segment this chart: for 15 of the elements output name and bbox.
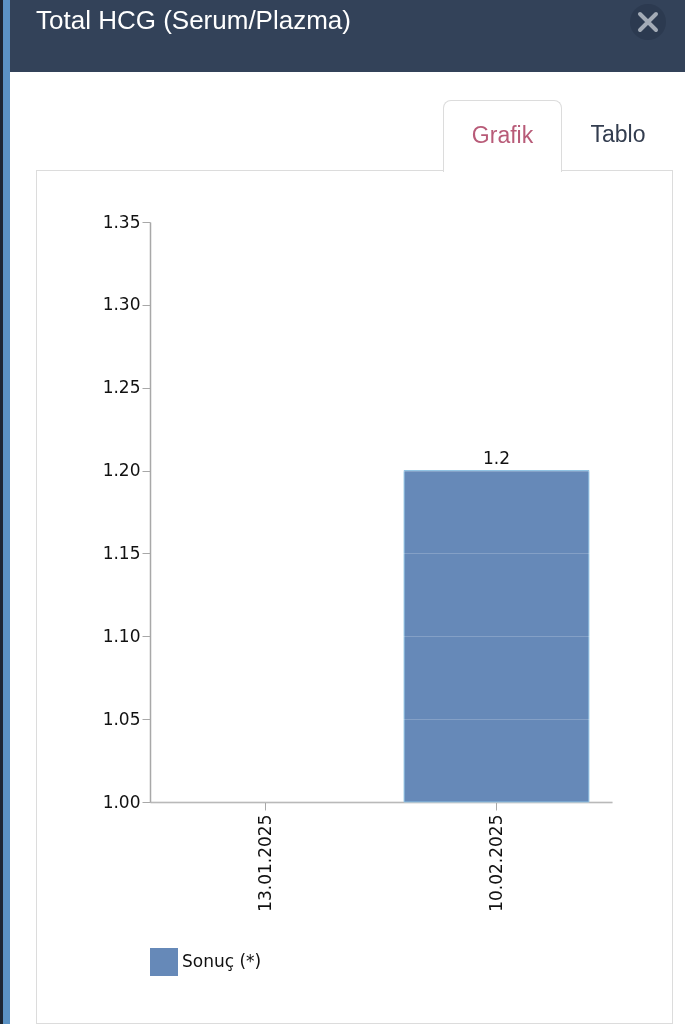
x-tick-label: 10.02.2025 <box>485 814 506 912</box>
chart-title: Total HCG (Serum/Plazma) <box>36 4 351 37</box>
legend-label: Sonuç (*) <box>182 951 262 971</box>
text: Tablo <box>589 120 647 149</box>
y-tick-label: 1.10 <box>102 625 141 646</box>
y-tick-label: 1.00 <box>102 791 141 812</box>
y-tick-label: 1.25 <box>102 377 141 398</box>
data-label: 1.2 <box>482 447 511 468</box>
y-tick-label: 1.05 <box>102 708 141 729</box>
y-tick-label: 1.20 <box>102 460 141 481</box>
y-tick-label: 1.35 <box>102 211 141 232</box>
y-tick-label: 1.15 <box>102 542 141 563</box>
text: Grafik <box>443 100 562 172</box>
y-tick-label: 1.30 <box>102 294 141 315</box>
x-tick-label: 13.01.2025 <box>254 814 275 912</box>
